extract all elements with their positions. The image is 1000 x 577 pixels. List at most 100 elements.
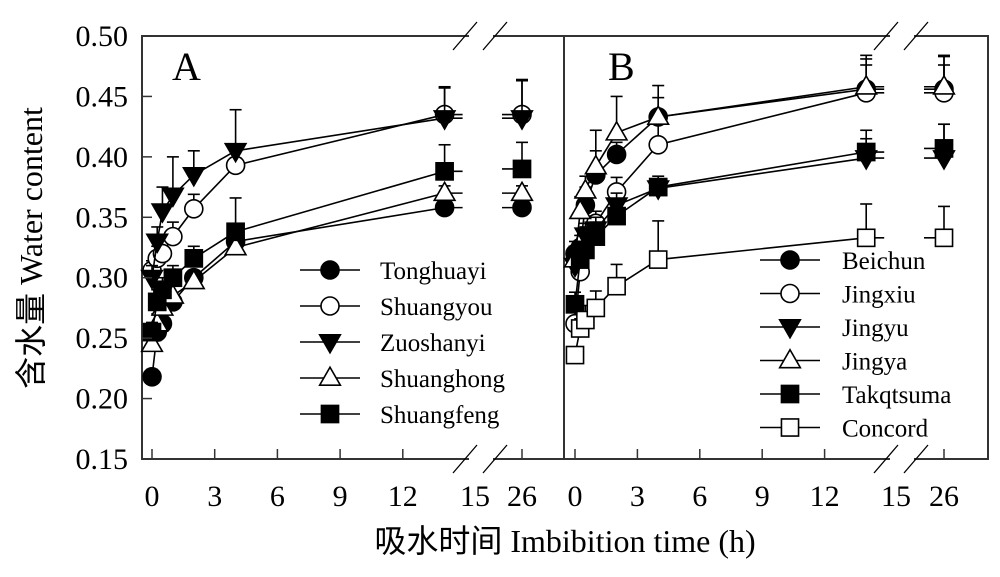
x-tick-label: 26 xyxy=(507,480,537,513)
legend-marker-square xyxy=(320,404,340,424)
data-point-triangle-down xyxy=(223,142,248,164)
data-point-square xyxy=(565,294,585,314)
legend-marker-circle xyxy=(780,250,800,270)
data-point-circle xyxy=(648,134,669,155)
x-tick-label: 12 xyxy=(810,480,840,513)
series-tonghuayi xyxy=(142,197,532,387)
y-tick-label: 0.45 xyxy=(76,80,129,113)
data-point-triangle-up xyxy=(646,104,670,125)
axis-break-gap xyxy=(890,33,914,39)
y-tick-label: 0.50 xyxy=(76,20,129,53)
x-tick-label: 6 xyxy=(692,480,707,513)
data-point-triangle-up xyxy=(573,178,598,199)
panel-label-a: A xyxy=(172,44,201,89)
legend-label: Tonghuayi xyxy=(380,258,487,285)
axis-break-mark xyxy=(482,21,508,51)
y-tick-label: 0.35 xyxy=(76,201,129,234)
data-point-triangle-up xyxy=(432,180,457,202)
data-point-triangle-down xyxy=(161,187,185,208)
data-point-triangle-up xyxy=(568,198,592,220)
legend-label: Shuanghong xyxy=(380,366,506,393)
y-tick-label: 0.25 xyxy=(76,322,129,355)
legend-item-shuangyou: Shuangyou xyxy=(300,294,493,321)
legend-item-jingya: Jingya xyxy=(760,348,907,376)
legend-marker-triangle-up xyxy=(778,348,802,369)
legend-item-tonghuayi: Tonghuayi xyxy=(300,258,487,285)
y-tick-label: 0.40 xyxy=(76,141,129,174)
data-point-square xyxy=(435,162,454,181)
x-tick-label: 15 xyxy=(460,480,490,513)
data-point-square xyxy=(648,177,668,197)
data-point-circle xyxy=(184,199,204,219)
axis-breaks xyxy=(452,21,929,474)
series-zuoshanyi xyxy=(140,78,534,291)
legend-label: Beichun xyxy=(842,248,926,275)
axis-break-mark xyxy=(873,21,899,51)
data-point-square xyxy=(163,268,183,288)
data-point-square xyxy=(142,322,162,342)
legend-label: Zuoshanyi xyxy=(380,330,486,357)
data-point-triangle-up xyxy=(510,180,534,202)
legend-item-shuanghong: Shuanghong xyxy=(300,365,506,393)
series-line xyxy=(574,88,867,255)
data-point-square xyxy=(226,222,245,242)
axis-break-gap xyxy=(469,33,493,39)
data-point-triangle-down xyxy=(150,203,175,224)
legend-marker-triangle-down xyxy=(318,333,342,355)
data-point-triangle-up xyxy=(140,331,164,353)
legend-marker-square xyxy=(780,418,800,437)
legend-marker-triangle-down xyxy=(778,318,802,340)
legend-item-beichun: Beichun xyxy=(760,248,926,275)
legend-label: Shuangyou xyxy=(380,294,493,321)
data-point-triangle-down xyxy=(432,110,457,131)
legend-item-takqtsuma: Takqtsuma xyxy=(760,382,951,409)
axis-break-gap xyxy=(469,456,493,462)
series-shuangfeng xyxy=(142,141,532,342)
data-point-circle xyxy=(434,197,455,218)
axis-break-mark xyxy=(452,21,478,51)
legend-marker-square xyxy=(780,384,800,404)
data-point-square xyxy=(856,142,876,162)
y-tick-label: 0.30 xyxy=(76,262,129,295)
legend-item-shuangfeng: Shuangfeng xyxy=(300,402,500,429)
legend-label: Shuangfeng xyxy=(380,402,500,429)
series-line xyxy=(574,237,867,356)
data-point-triangle-down xyxy=(145,233,169,254)
x-tick-label: 15 xyxy=(881,480,911,513)
data-point-square xyxy=(512,159,532,179)
x-tick-label: 12 xyxy=(388,480,418,513)
data-point-triangle-up xyxy=(584,154,608,175)
series-takqtsuma xyxy=(565,123,954,314)
data-point-square xyxy=(586,227,606,246)
legends-layer: Tonghuayi Shuangyou Zuoshanyi Shuanghong Shu… xyxy=(300,248,951,443)
x-tick-label: 26 xyxy=(929,480,959,513)
panel-frame-a xyxy=(141,35,565,460)
legend-item-concord: Concord xyxy=(760,416,929,443)
legend-marker-circle xyxy=(320,296,340,316)
axis-break-mark xyxy=(873,444,899,474)
data-point-square xyxy=(607,206,626,226)
legend-label: Concord xyxy=(842,416,929,443)
series-line xyxy=(574,85,867,260)
data-point-square xyxy=(184,249,204,268)
data-point-circle xyxy=(142,367,162,387)
data-point-triangle-up xyxy=(182,268,206,290)
panel-frame-b xyxy=(563,35,989,460)
data-point-square xyxy=(565,345,585,365)
x-axis-title: 吸水时间 Imbibition time (h) xyxy=(374,523,755,559)
data-point-triangle-up xyxy=(932,74,956,95)
legend-item-jingyu: Jingyu xyxy=(760,315,909,342)
x-tick-label: 9 xyxy=(755,480,770,513)
data-point-square xyxy=(856,228,876,248)
x-tick-label: 3 xyxy=(207,480,222,513)
data-point-triangle-down xyxy=(510,110,534,131)
x-tick-label: 9 xyxy=(333,480,348,513)
series-beichun xyxy=(565,64,954,264)
data-point-triangle-down xyxy=(182,166,206,188)
data-point-circle xyxy=(606,144,627,165)
x-tick-label: 3 xyxy=(630,480,645,513)
axis-break-mark xyxy=(903,21,929,51)
y-tick-label: 0.20 xyxy=(76,383,129,416)
data-point-triangle-up xyxy=(223,235,248,256)
axis-break-mark xyxy=(482,444,508,474)
